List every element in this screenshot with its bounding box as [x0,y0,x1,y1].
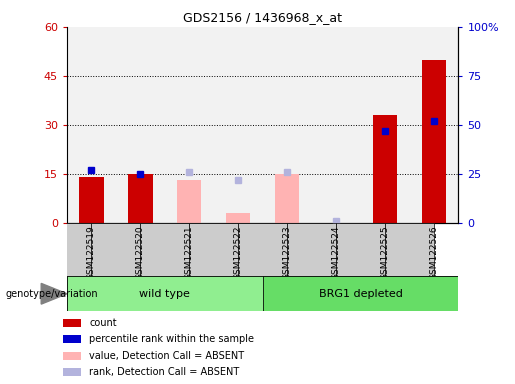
Text: GSM122526: GSM122526 [430,225,438,280]
Bar [385,223,434,276]
Text: GSM122522: GSM122522 [234,225,243,280]
Bar [226,213,250,223]
Bar [373,115,397,223]
Bar [263,276,458,311]
Bar [67,276,263,311]
Bar [92,223,140,276]
Bar [141,223,190,276]
Title: GDS2156 / 1436968_x_at: GDS2156 / 1436968_x_at [183,11,342,24]
Text: GSM122525: GSM122525 [381,225,389,280]
Bar [63,319,80,327]
Text: percentile rank within the sample: percentile rank within the sample [90,334,254,344]
Text: value, Detection Call = ABSENT: value, Detection Call = ABSENT [90,351,245,361]
Bar [409,27,458,223]
Text: GSM122523: GSM122523 [283,225,291,280]
Text: GSM122520: GSM122520 [136,225,145,280]
Bar [67,27,116,223]
Bar [275,174,299,223]
Bar [336,223,385,276]
Bar [128,174,152,223]
Bar [214,27,263,223]
Bar [263,27,312,223]
Bar [422,60,446,223]
Bar [63,368,80,376]
Text: wild type: wild type [140,289,190,299]
Text: GSM122524: GSM122524 [332,225,340,280]
Text: GSM122521: GSM122521 [185,225,194,280]
Text: BRG1 depleted: BRG1 depleted [319,289,402,299]
Bar [312,27,360,223]
Bar [116,27,165,223]
Bar [287,223,336,276]
Bar [67,276,458,311]
Bar [360,27,409,223]
Bar [165,27,214,223]
Text: genotype/variation: genotype/variation [5,289,98,299]
Polygon shape [41,283,67,304]
Text: count: count [90,318,117,328]
Bar [63,336,80,343]
Bar [190,223,238,276]
Bar [42,223,92,276]
Bar [63,352,80,359]
Bar [238,223,287,276]
Bar [79,177,104,223]
Text: GSM122519: GSM122519 [87,225,96,280]
Text: rank, Detection Call = ABSENT: rank, Detection Call = ABSENT [90,367,239,377]
Bar [177,180,201,223]
